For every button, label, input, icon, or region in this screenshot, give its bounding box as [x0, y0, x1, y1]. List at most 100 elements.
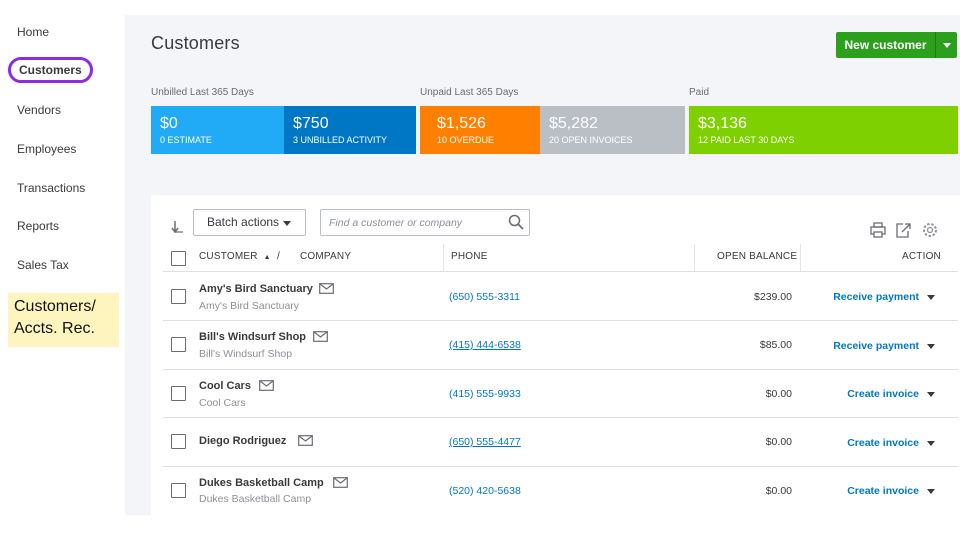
annotation-callout: Customers/ Accts. Rec. — [8, 293, 119, 347]
estimate-tile[interactable]: $0 0 ESTIMATE — [151, 106, 284, 154]
customer-name-link[interactable]: Diego Rodriguez — [199, 435, 287, 447]
overdue-caption: 10 OVERDUE — [437, 135, 495, 145]
customer-name-link[interactable]: Bill's Windsurf Shop — [199, 331, 307, 343]
chevron-down-icon[interactable] — [927, 392, 935, 397]
row-divider — [163, 417, 958, 418]
column-header-company[interactable]: COMPANY — [300, 251, 352, 262]
paid-tile[interactable]: $3,136 12 PAID LAST 30 DAYS — [689, 106, 958, 154]
estimate-caption: 0 ESTIMATE — [160, 135, 212, 145]
create-invoice-link[interactable]: Create invoice — [847, 485, 919, 497]
new-customer-dropdown-button[interactable] — [935, 32, 957, 58]
header-divider — [163, 271, 958, 272]
email-icon[interactable] — [333, 477, 348, 488]
unbilled-activity-caption: 3 UNBILLED ACTIVITY — [293, 135, 388, 145]
row-checkbox[interactable] — [171, 386, 186, 401]
column-header-phone[interactable]: PHONE — [451, 251, 488, 262]
paid-caption: 12 PAID LAST 30 DAYS — [698, 135, 795, 145]
chevron-down-icon — [283, 221, 291, 226]
customer-table-panel — [151, 195, 960, 515]
batch-actions-dropdown[interactable]: Batch actions — [193, 209, 306, 236]
email-icon[interactable] — [298, 435, 313, 446]
sidebar-item-sales-tax[interactable]: Sales Tax — [17, 258, 69, 272]
open-balance: $0.00 — [765, 436, 792, 448]
row-checkbox[interactable] — [171, 483, 186, 498]
select-all-checkbox[interactable] — [171, 251, 186, 266]
receive-payment-link[interactable]: Receive payment — [833, 340, 919, 352]
receive-payment-link[interactable]: Receive payment — [833, 291, 919, 303]
column-divider — [800, 244, 801, 271]
search-input[interactable] — [320, 209, 530, 236]
column-header-action: ACTION — [902, 251, 941, 262]
open-balance: $0.00 — [765, 388, 792, 400]
create-invoice-link[interactable]: Create invoice — [847, 388, 919, 400]
row-divider — [163, 369, 958, 370]
company-name: Amy's Bird Sanctuary — [199, 300, 300, 312]
unpaid-label: Unpaid Last 365 Days — [420, 87, 519, 98]
unbilled-activity-tile[interactable]: $750 3 UNBILLED ACTIVITY — [284, 106, 416, 154]
chevron-down-icon — [942, 42, 951, 48]
open-balance: $85.00 — [759, 339, 792, 351]
page-title: Customers — [151, 33, 240, 53]
batch-actions-label: Batch actions — [207, 215, 280, 229]
open-balance: $0.00 — [765, 485, 792, 497]
customer-header-label: CUSTOMER — [199, 251, 258, 262]
sidebar-item-reports[interactable]: Reports — [17, 219, 60, 233]
chevron-down-icon[interactable] — [927, 344, 935, 349]
email-icon[interactable] — [319, 283, 334, 294]
customer-name-link[interactable]: Cool Cars — [199, 380, 251, 392]
open-invoices-amount: $5,282 — [549, 115, 598, 132]
new-customer-split-button: New customer — [836, 32, 957, 58]
phone-link[interactable]: (415) 444-6538 — [449, 339, 521, 351]
callout-line-1: Customers/ — [14, 298, 96, 315]
open-invoices-caption: 20 OPEN INVOICES — [549, 135, 633, 145]
new-customer-button[interactable]: New customer — [844, 38, 927, 52]
estimate-amount: $0 — [160, 115, 178, 132]
row-checkbox[interactable] — [171, 337, 186, 352]
row-checkbox[interactable] — [171, 434, 186, 449]
sidebar-item-transactions[interactable]: Transactions — [17, 181, 86, 195]
sort-arrow-icon[interactable] — [171, 219, 185, 235]
sidebar-item-vendors[interactable]: Vendors — [17, 103, 62, 117]
paid-label: Paid — [689, 87, 710, 98]
phone-link[interactable]: (520) 420-5638 — [449, 485, 521, 497]
company-name: Dukes Basketball Camp — [199, 493, 312, 505]
unbilled-activity-amount: $750 — [293, 115, 329, 132]
sidebar-item-customers[interactable]: Customers — [8, 57, 93, 83]
search-icon[interactable] — [508, 214, 524, 230]
row-divider — [163, 320, 958, 321]
phone-link[interactable]: (650) 555-4477 — [449, 436, 521, 448]
left-navigation — [0, 15, 125, 515]
callout-line-2: Accts. Rec. — [14, 320, 95, 337]
phone-link[interactable]: (415) 555-9933 — [449, 388, 521, 400]
column-header-slash: / — [277, 251, 280, 262]
open-balance: $239.00 — [754, 291, 792, 303]
company-name: Cool Cars — [199, 397, 246, 409]
phone-link[interactable]: (650) 555-3311 — [449, 291, 521, 303]
overdue-amount: $1,526 — [437, 115, 486, 132]
column-divider — [443, 244, 444, 271]
customer-name-link[interactable]: Amy's Bird Sanctuary — [199, 283, 313, 295]
overdue-tile[interactable]: $1,526 10 OVERDUE — [420, 106, 540, 154]
sidebar-item-employees[interactable]: Employees — [17, 142, 77, 156]
chevron-down-icon[interactable] — [927, 441, 935, 446]
column-header-customer[interactable]: CUSTOMER ▲ — [199, 251, 271, 262]
row-divider — [163, 466, 958, 467]
column-header-open-balance[interactable]: OPEN BALANCE — [717, 251, 798, 262]
customer-name-link[interactable]: Dukes Basketball Camp — [199, 477, 324, 489]
chevron-down-icon[interactable] — [927, 489, 935, 494]
column-divider — [694, 244, 695, 271]
export-icon[interactable] — [895, 221, 913, 239]
row-checkbox[interactable] — [171, 289, 186, 304]
email-icon[interactable] — [313, 331, 328, 342]
email-icon[interactable] — [259, 380, 274, 391]
open-invoices-tile[interactable]: $5,282 20 OPEN INVOICES — [540, 106, 685, 154]
unbilled-label: Unbilled Last 365 Days — [151, 87, 254, 98]
chevron-down-icon[interactable] — [927, 295, 935, 300]
paid-amount: $3,136 — [698, 115, 747, 132]
print-icon[interactable] — [869, 221, 887, 239]
settings-gear-icon[interactable] — [921, 221, 939, 239]
sidebar-item-home[interactable]: Home — [17, 25, 50, 39]
company-name: Bill's Windsurf Shop — [199, 348, 293, 360]
sort-ascending-icon: ▲ — [263, 254, 271, 261]
create-invoice-link[interactable]: Create invoice — [847, 437, 919, 449]
